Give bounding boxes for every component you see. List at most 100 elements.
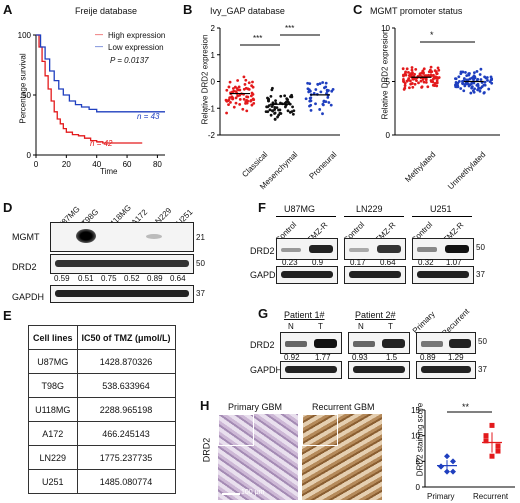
b-point	[265, 105, 269, 109]
g-lane-t-2: T	[388, 322, 393, 331]
b-point	[308, 82, 312, 86]
b-point	[286, 98, 289, 102]
c-point	[408, 73, 412, 77]
c-point	[470, 85, 474, 89]
b-ytick-label: -1	[208, 104, 216, 113]
c-point	[409, 82, 413, 86]
km-xtick-label: 80	[153, 160, 162, 169]
c-point	[413, 82, 417, 86]
c-point	[479, 78, 483, 81]
legend-high: High expression	[108, 31, 166, 40]
panel-label-h: H	[200, 398, 210, 413]
h-point-primary	[450, 458, 456, 465]
km-xtick-label: 60	[123, 160, 132, 169]
c-point	[403, 81, 407, 85]
d-quant-2: 0.51	[78, 274, 94, 283]
panel-b-plot: 2 1 0 -1 -2	[208, 24, 340, 140]
b-point	[327, 101, 331, 104]
b-point	[273, 111, 277, 115]
c-point	[473, 87, 476, 91]
c-point	[431, 83, 435, 87]
c-point	[435, 84, 439, 88]
h-x-primary: Primary	[427, 492, 455, 501]
b-point	[318, 108, 322, 111]
ihc-image-primary	[218, 414, 298, 500]
b-point	[312, 92, 316, 95]
g-quant-1: 0.92	[284, 353, 300, 362]
f-quant-5: 0.32	[418, 258, 434, 267]
g-lane-n-1: N	[288, 322, 294, 331]
f-group-u251: U251	[430, 204, 452, 214]
b-point	[267, 97, 271, 101]
c-ytick-label: 5	[386, 78, 391, 87]
f-blot-drd2-3	[412, 238, 474, 260]
b-point	[238, 102, 242, 106]
d-row-drd2: DRD2	[12, 262, 37, 272]
b-point	[324, 85, 328, 89]
c-point	[422, 67, 426, 71]
c-point	[477, 86, 480, 90]
c-point	[435, 79, 439, 83]
b-point	[242, 97, 246, 101]
b-point	[325, 92, 328, 95]
b-point	[321, 112, 324, 116]
f-blot-drd2-2	[344, 238, 406, 260]
km-xtick-label: 40	[92, 160, 101, 169]
d-blot-gapdh	[50, 285, 194, 303]
c-point	[424, 78, 428, 82]
c-point	[405, 79, 409, 83]
panel-label-d: D	[3, 200, 13, 215]
b-point	[269, 113, 273, 117]
c-point	[471, 75, 475, 79]
b-point	[227, 103, 230, 107]
h-point-primary	[450, 468, 456, 475]
panel-label-g: G	[258, 306, 269, 321]
panel-label-b: B	[183, 2, 193, 17]
b-point	[268, 108, 272, 112]
n-red: n = 42	[90, 139, 113, 148]
b-point	[270, 88, 274, 92]
c-point	[407, 70, 410, 74]
b-ytick-label: -2	[208, 131, 216, 140]
b-point	[275, 106, 279, 110]
f-quant-4: 0.64	[380, 258, 396, 267]
c-point	[403, 72, 407, 75]
c-point	[487, 87, 491, 91]
c-point	[405, 67, 409, 71]
b-point	[306, 87, 310, 91]
table-row: U251 1485.080774	[28, 469, 176, 494]
f-quant-1: 0.23	[282, 258, 298, 267]
b-point	[233, 85, 237, 89]
d-quant-6: 0.64	[170, 274, 186, 283]
c-point	[483, 80, 487, 84]
b-point	[225, 99, 229, 103]
panel-label-a: A	[3, 2, 13, 17]
km-ytick-label: 50	[22, 91, 31, 100]
d-row-gapdh: GAPDH	[12, 292, 45, 302]
c-point	[463, 84, 467, 88]
b-point	[321, 81, 325, 84]
g-lane-n-2: N	[358, 322, 364, 331]
panel-c-title: MGMT promoter status	[370, 6, 463, 16]
c-point	[435, 72, 439, 76]
c-point	[476, 84, 480, 88]
b-point	[232, 87, 235, 90]
panel-a-ylabel: Percentage survival	[18, 53, 28, 124]
b-point	[319, 90, 323, 94]
b-point	[228, 80, 232, 84]
b-point	[251, 93, 255, 96]
g-group-patient-2: Patient 2#	[355, 310, 396, 320]
km-ytick-label: 0	[27, 151, 32, 160]
b-point	[286, 109, 290, 113]
b-point	[314, 88, 318, 91]
n-blue: n = 43	[137, 112, 160, 121]
d-blot-mgmt	[50, 222, 194, 252]
g-blot-gapdh-3	[416, 361, 476, 379]
b-point	[290, 110, 294, 114]
h-ylabel: DRD2 staining score	[415, 402, 425, 477]
c-point	[473, 71, 476, 75]
c-point	[465, 78, 468, 82]
panel-label-f: F	[258, 200, 266, 215]
p-value: P = 0.0137	[110, 56, 149, 65]
